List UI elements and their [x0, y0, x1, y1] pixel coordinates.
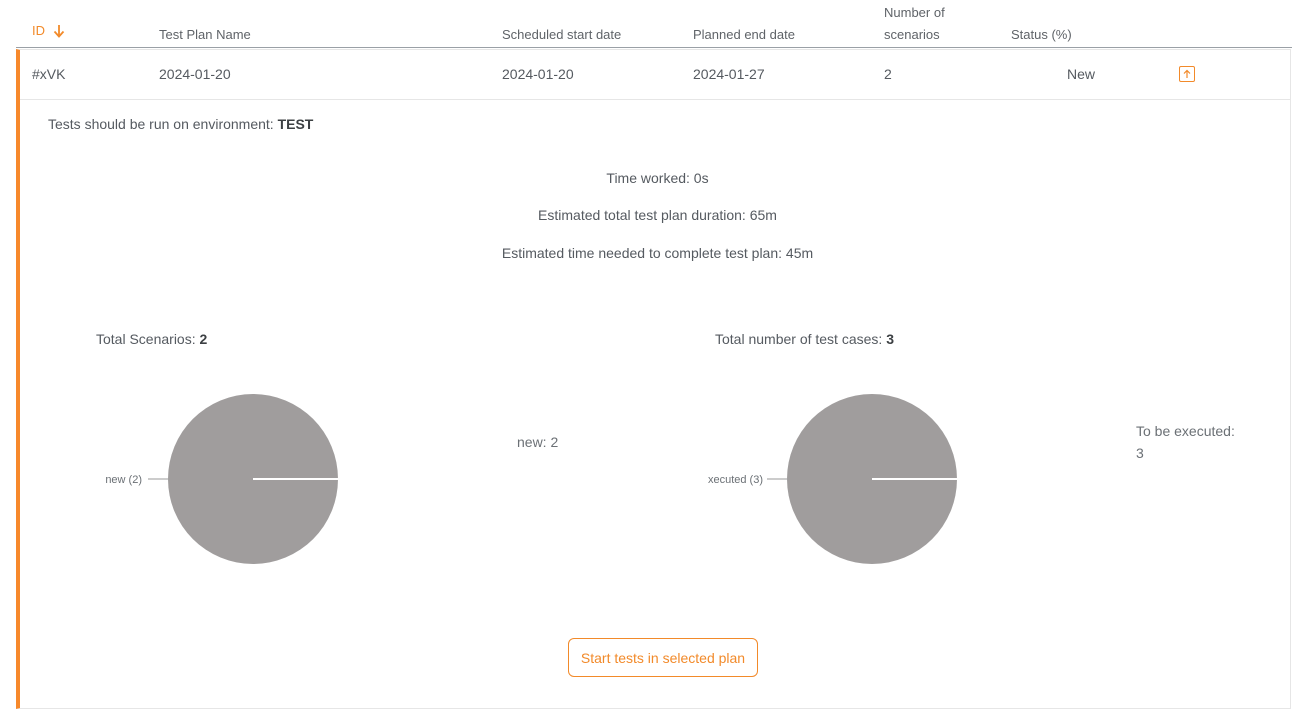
row-start-date: 2024-01-20: [502, 66, 574, 82]
collapse-row-button[interactable]: [1179, 66, 1195, 82]
test-cases-pie-chart: xecuted (3): [708, 394, 957, 564]
estimated-remaining-time: Estimated time needed to complete test p…: [501, 245, 814, 261]
environment-note: Tests should be run on environment: TEST: [48, 116, 313, 132]
row-number-of-scenarios: 2: [884, 66, 892, 82]
environment-value: TEST: [277, 116, 314, 132]
row-name: 2024-01-20: [159, 66, 231, 82]
row-id: #xVK: [32, 66, 66, 82]
table-header: ID Test Plan Name Scheduled start date P…: [0, 0, 1292, 48]
test-cases-legend: To be executed: 3: [1136, 423, 1235, 461]
estimated-total-duration: Estimated total test plan duration: 65m: [538, 207, 777, 223]
pie-slice-label: xecuted (3): [708, 474, 763, 486]
column-header-start-date[interactable]: Scheduled start date: [502, 27, 622, 42]
scenarios-pie-chart: new (2): [105, 394, 338, 564]
table-row[interactable]: #xVK 2024-01-20 2024-01-20 2024-01-27 2 …: [20, 50, 1290, 100]
row-status: New: [1067, 66, 1096, 82]
column-header-status[interactable]: Status (%): [1011, 27, 1072, 42]
column-header-number-of-scenarios[interactable]: Number of scenarios: [884, 5, 945, 42]
row-end-date: 2024-01-27: [693, 66, 765, 82]
time-worked: Time worked: 0s: [606, 170, 709, 186]
column-header-name[interactable]: Test Plan Name: [159, 27, 251, 42]
scenarios-legend: new: 2: [517, 434, 559, 450]
column-header-id[interactable]: ID: [32, 20, 65, 42]
scenarios-chart-title: Total Scenarios: 2: [96, 331, 207, 347]
arrow-up-icon: [1183, 69, 1191, 78]
scenarios-chart-title-value: 2: [199, 331, 208, 347]
start-tests-button[interactable]: Start tests in selected plan: [568, 638, 758, 677]
sort-desc-icon: [53, 24, 65, 38]
test-cases-chart-title-label: Total number of test cases:: [715, 331, 887, 347]
column-header-end-date[interactable]: Planned end date: [693, 27, 795, 42]
header-divider: [16, 47, 1292, 48]
test-cases-chart-title-value: 3: [886, 331, 894, 347]
pie-slice-label: new (2): [105, 474, 142, 486]
scenarios-chart-title-label: Total Scenarios:: [96, 331, 200, 347]
test-cases-chart-title: Total number of test cases: 3: [715, 331, 894, 347]
environment-label: Tests should be run on environment:: [48, 116, 278, 132]
test-plan-card: #xVK 2024-01-20 2024-01-20 2024-01-27 2 …: [16, 49, 1291, 709]
column-header-id-label: ID: [32, 23, 45, 38]
